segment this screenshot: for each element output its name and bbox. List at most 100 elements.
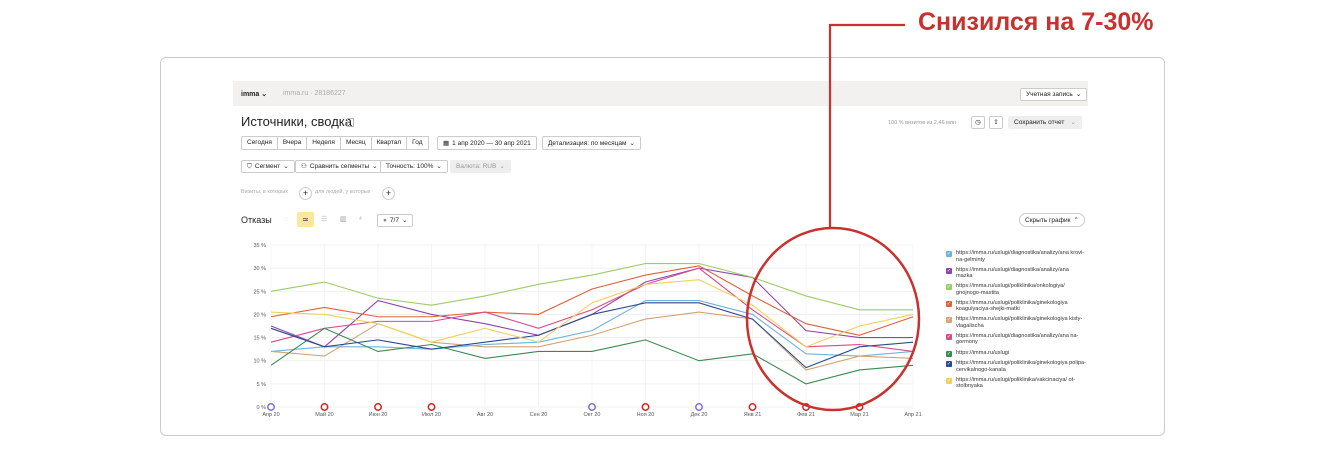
event-marker [748,403,757,411]
event-marker [374,403,382,411]
event-marker [641,403,650,411]
legend-label: https://imma.ru/uslugi/diagnostika/anali… [956,266,1069,280]
y-tick-label: 25 % [253,289,266,295]
add-visit-condition-button[interactable]: + [299,187,312,200]
x-tick-label: Мар 21 [850,412,868,418]
currency-select[interactable]: Валюта: RUB ⌄ [450,160,511,173]
legend-item[interactable]: ✓ https://imma.ru/uslugi/diagnostika/anal… [946,250,1086,263]
detail-select[interactable]: Детализация: по месяцам ⌄ [542,136,641,150]
period-month[interactable]: Месяц [340,136,372,150]
checkbox-icon[interactable]: ✓ [946,284,952,291]
bar-chart-icon[interactable]: ▥ [340,216,347,223]
legend-label: https://imma.ru/uslugi/diagnostika/anali… [956,332,1079,346]
save-report-button[interactable]: Сохранить отчет ⌄ [1008,116,1082,129]
y-tick-label: 30 % [253,266,266,272]
clock-icon[interactable]: ◷ [971,116,985,129]
compare-segments-button[interactable]: ⚇ Сравнить сегменты ⌄ [295,160,384,173]
x-tick-label: Авг 20 [477,412,493,418]
period-today[interactable]: Сегодня [241,136,278,150]
event-marker [588,403,596,411]
legend-item[interactable]: ✓ https://imma.ru/uslugi/poliklinika/vakc… [946,377,1086,390]
y-tick-label: 20 % [253,312,266,318]
export-icon[interactable]: ⇪ [989,116,1003,129]
y-tick-label: 5 % [257,382,267,388]
checkbox-icon[interactable]: ✓ [946,267,952,274]
legend-label: https://imma.ru/uslugi/poliklinika/onkol… [956,283,1065,296]
checkbox-icon[interactable]: ✓ [946,251,952,257]
period-quarter[interactable]: Квартал [371,136,408,150]
period-tabs: Сегодня Вчера Неделя Месяц Квартал Год [241,136,429,150]
y-tick-label: 35 % [253,243,266,249]
event-marker [267,403,275,411]
x-tick-label: Окт 20 [584,412,601,418]
account-name: imma [241,91,260,98]
legend-item[interactable]: ✓ https://imma.ru/uslugi/diagnostika/anal… [946,333,1086,346]
x-tick-label: Июл 20 [422,412,441,418]
x-tick-label: Апр 20 [262,412,279,418]
map-pin-icon[interactable]: ♁ [358,215,364,222]
event-marker [695,403,703,411]
event-marker [320,403,329,411]
metric-title: Отказы [241,215,272,225]
x-tick-label: Янв 21 [744,412,762,418]
report-card [160,57,1165,436]
legend-label: https://imma.ru/uslugi/poliklinika/ginek… [956,360,1086,373]
y-tick-label: 0 % [257,405,267,411]
pie-chart-icon[interactable]: ◌ [284,216,289,223]
period-yesterday[interactable]: Вчера [277,136,308,150]
x-tick-label: Ноя 20 [637,412,655,418]
checkbox-icon[interactable]: ✓ [946,333,952,340]
period-week[interactable]: Неделя [307,136,341,150]
x-tick-label: Фев 21 [797,412,815,418]
checkbox-icon[interactable]: ✓ [946,361,952,368]
account-switcher[interactable]: imma ⌄ [241,91,268,98]
x-tick-label: Апр 21 [904,412,921,418]
legend-item[interactable]: ✓ https://imma.ru/uslugi/poliklinika/gine… [946,360,1086,373]
event-marker [802,403,810,411]
legend-label: https://imma.ru/uslugi/poliklinika/vakci… [956,376,1076,390]
page-title: Источники, сводка [241,114,352,129]
legend-item[interactable]: ✓ https://imma.ru/uslugi/diagnostika/anal… [946,267,1086,280]
legend-item[interactable]: ✓ https://imma.ru/uslugi/poliklinika/onko… [946,283,1086,296]
legend-item[interactable]: ✓ https://imma.ru/uslugi/poliklinika/gine… [946,316,1086,329]
y-tick-label: 15 % [253,336,266,342]
people-condition-label: для людей, у которых [315,189,371,195]
legend-label: https://imma.ru/uslugi/poliklinika/ginek… [956,299,1068,313]
visits-condition-label: Визиты, в которых [241,189,288,195]
checkbox-icon[interactable]: ✓ [946,317,952,324]
visits-info: 100 % визитов из 2,46 млн [888,120,957,126]
chart-legend: ✓ https://imma.ru/uslugi/diagnostika/anal… [946,250,1086,393]
top-bar [233,81,1088,106]
site-counter: imma.ru · 28186227 [283,90,346,97]
series-dot-icon: ● [383,217,387,224]
y-tick-label: 10 % [253,359,266,365]
x-tick-label: Сен 20 [530,412,548,418]
legend-label: https://imma.ru/uslugi/poliklinika/ginek… [956,316,1083,329]
period-year[interactable]: Год [407,136,429,150]
checkbox-icon[interactable]: ✓ [946,350,952,357]
compare-icon: ⚇ [301,163,307,170]
calendar-icon: ▦ [443,139,450,147]
x-tick-label: Июн 20 [369,412,388,418]
accuracy-select[interactable]: Точность: 100% ⌄ [380,160,448,173]
event-marker [855,403,864,411]
legend-item[interactable]: ✓ https://imma.ru/uslugi/poliklinika/gine… [946,300,1086,313]
legend-item[interactable]: ✓ https://imma.ru/uslugi [946,350,1086,357]
date-range-picker[interactable]: ▦ 1 апр 2020 — 30 апр 2021 [437,136,537,150]
add-people-condition-button[interactable]: + [382,187,395,200]
account-button[interactable]: Учетная запись ⌄ [1020,88,1088,101]
x-tick-label: Май 20 [315,411,333,418]
series-select[interactable]: ● 7/7 ⌄ [377,214,414,227]
checkbox-icon[interactable]: ✓ [946,377,952,384]
annotation-headline: Снизился на 7-30% [918,8,1154,36]
legend-label: https://imma.ru/uslugi [956,349,1010,356]
checkbox-icon[interactable]: ✓ [946,300,952,307]
stacked-chart-icon[interactable]: ☰ [321,216,328,223]
segment-button[interactable]: ⛉ Сегмент ⌄ [241,160,295,173]
x-tick-label: Дек 20 [691,412,708,418]
line-chart-icon[interactable]: ≃ [297,212,314,227]
bookmark-icon[interactable] [347,118,354,127]
hide-chart-button[interactable]: Скрыть график ⌃ [1019,213,1085,227]
legend-label: https://imma.ru/uslugi/diagnostika/anali… [956,250,1085,263]
